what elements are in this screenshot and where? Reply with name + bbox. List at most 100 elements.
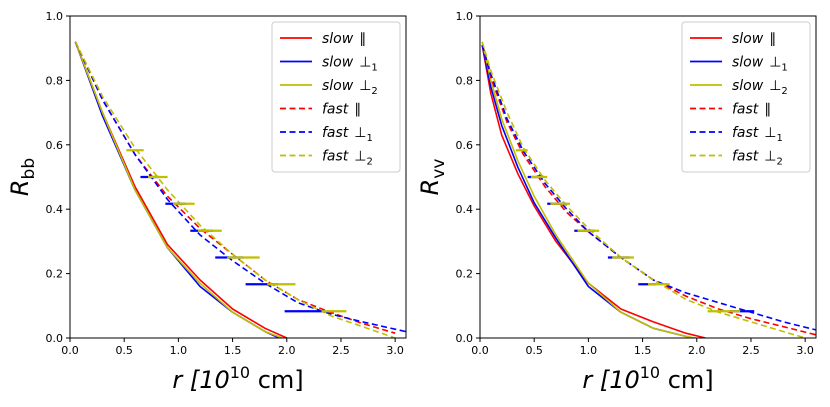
series-line-fast-6 [481,41,806,338]
legend-label-name: slow [732,55,764,71]
legend-label: fast ⊥2 [732,149,783,168]
legend-label-subscript: 2 [371,86,377,97]
legend-label-symbol: ⊥ [359,55,371,71]
legend-label: fast ⊥2 [322,149,373,168]
legend-label-subscript: 2 [777,157,783,168]
legend-label: slow ∥ [732,31,776,47]
legend-label-name: slow [322,31,354,47]
legend-frame [271,21,401,173]
legend-label-name: fast [322,125,349,141]
legend-label-symbol: ⊥ [769,78,781,94]
x-tick-label: 1.5 [634,344,652,357]
y-tick-label: 0.8 [46,74,64,87]
y-axis-label: Rvv [416,159,449,196]
legend-label-symbol: ∥ [769,31,776,47]
y-label-subscript: bb [19,158,39,180]
x-tick-label: 3.0 [386,344,404,357]
x-tick-label: 0.0 [471,344,489,357]
series-line-fast-6 [74,41,396,338]
legend-label-subscript: 2 [781,86,787,97]
legend-label-symbol: ⊥ [769,55,781,71]
legend-label: fast ∥ [732,102,771,118]
legend-label-name: fast [732,125,759,141]
legend-label: slow ⊥1 [322,55,378,74]
y-tick-label: 0.2 [456,268,474,281]
panel-2: 0.0 0.5 1.0 1.5 2.0 2.5 3.0 0.0 0.2 0.4 0.6 0.8 1.0 r… [416,10,817,394]
legend-label-name: slow [732,31,764,47]
x-tick-label: 1.5 [224,344,242,357]
x-tick-label: 0.0 [61,344,79,357]
legend-label-symbol: ∥ [354,102,361,118]
series-group [481,41,816,338]
series-line-slow-1 [481,44,706,338]
x-tick-label: 0.5 [115,344,133,357]
y-tick-label: 0.0 [456,332,474,345]
series-line-slow-1 [74,41,288,338]
y-tick-label: 0.8 [456,74,474,87]
legend-label-name: fast [322,102,349,118]
series-line-fast-5 [74,41,406,333]
x-label-var: r [10 [582,366,639,394]
y-label-var: R [416,179,444,196]
legend-label-subscript: 1 [371,63,377,74]
x-label-exponent: 10 [230,363,250,382]
legend-label-name: fast [732,149,759,165]
series-line-fast-5 [481,44,816,331]
legend-label-name: slow [732,78,764,94]
legend-label-symbol: ⊥ [359,78,371,94]
legend-label-symbol: ⊥ [764,125,776,141]
x-tick-label: 2.0 [688,344,706,357]
axes-frame [479,15,817,339]
series-line-slow-2 [481,44,694,338]
legend-label-symbol: ⊥ [354,125,366,141]
x-tick-label: 2.0 [278,344,296,357]
legend-label-subscript: 1 [781,63,787,74]
legend-frame [681,21,811,173]
y-tick-label: 1.0 [46,10,64,23]
legend-label-symbol: ⊥ [354,149,366,165]
y-tick-label: 0.4 [46,203,64,216]
x-axis-label: r [1010 cm] [172,363,303,394]
y-tick-label: 0.6 [456,139,474,152]
legend-label-subscript: 1 [367,133,373,144]
y-tick-label: 0.0 [46,332,64,345]
x-tick-label: 2.5 [742,344,760,357]
legend-label-subscript: 1 [777,133,783,144]
legend-label-name: fast [322,149,349,165]
legend-label: fast ⊥1 [322,125,373,144]
legend-label-symbol: ∥ [359,31,366,47]
x-tick-label: 1.0 [170,344,188,357]
legend-label-name: slow [322,78,354,94]
y-label-var: R [6,179,34,196]
y-axis-label: Rbb [6,158,39,196]
legend-label: slow ⊥2 [322,78,378,97]
x-tick-label: 2.5 [332,344,350,357]
y-tick-label: 0.6 [46,139,64,152]
x-axis-label: r [1010 cm] [582,363,713,394]
legend-label: slow ⊥1 [732,55,788,74]
legend-label-name: fast [732,102,759,118]
y-label-subscript: vv [429,159,449,179]
x-label-exponent: 10 [640,363,660,382]
series-line-slow-3 [481,41,696,338]
legend-label: slow ⊥2 [732,78,788,97]
axes-frame [69,15,407,339]
legend-label-symbol: ⊥ [764,149,776,165]
legend-label: slow ∥ [322,31,366,47]
legend-label: fast ∥ [322,102,361,118]
x-tick-label: 1.0 [580,344,598,357]
x-label-var: r [10 [172,366,229,394]
x-tick-label: 0.5 [525,344,543,357]
y-tick-label: 1.0 [456,10,474,23]
series-line-slow-2 [74,41,280,338]
series-group [74,41,406,338]
x-label-unit: cm] [250,366,304,394]
x-label-unit: cm] [660,366,714,394]
y-tick-label: 0.2 [46,268,64,281]
legend-label: fast ⊥1 [732,125,783,144]
x-tick-label: 3.0 [796,344,814,357]
panel-1: 0.0 0.5 1.0 1.5 2.0 2.5 3.0 0.0 0.2 0.4 0.6 0.8 1.0 r… [6,10,407,394]
